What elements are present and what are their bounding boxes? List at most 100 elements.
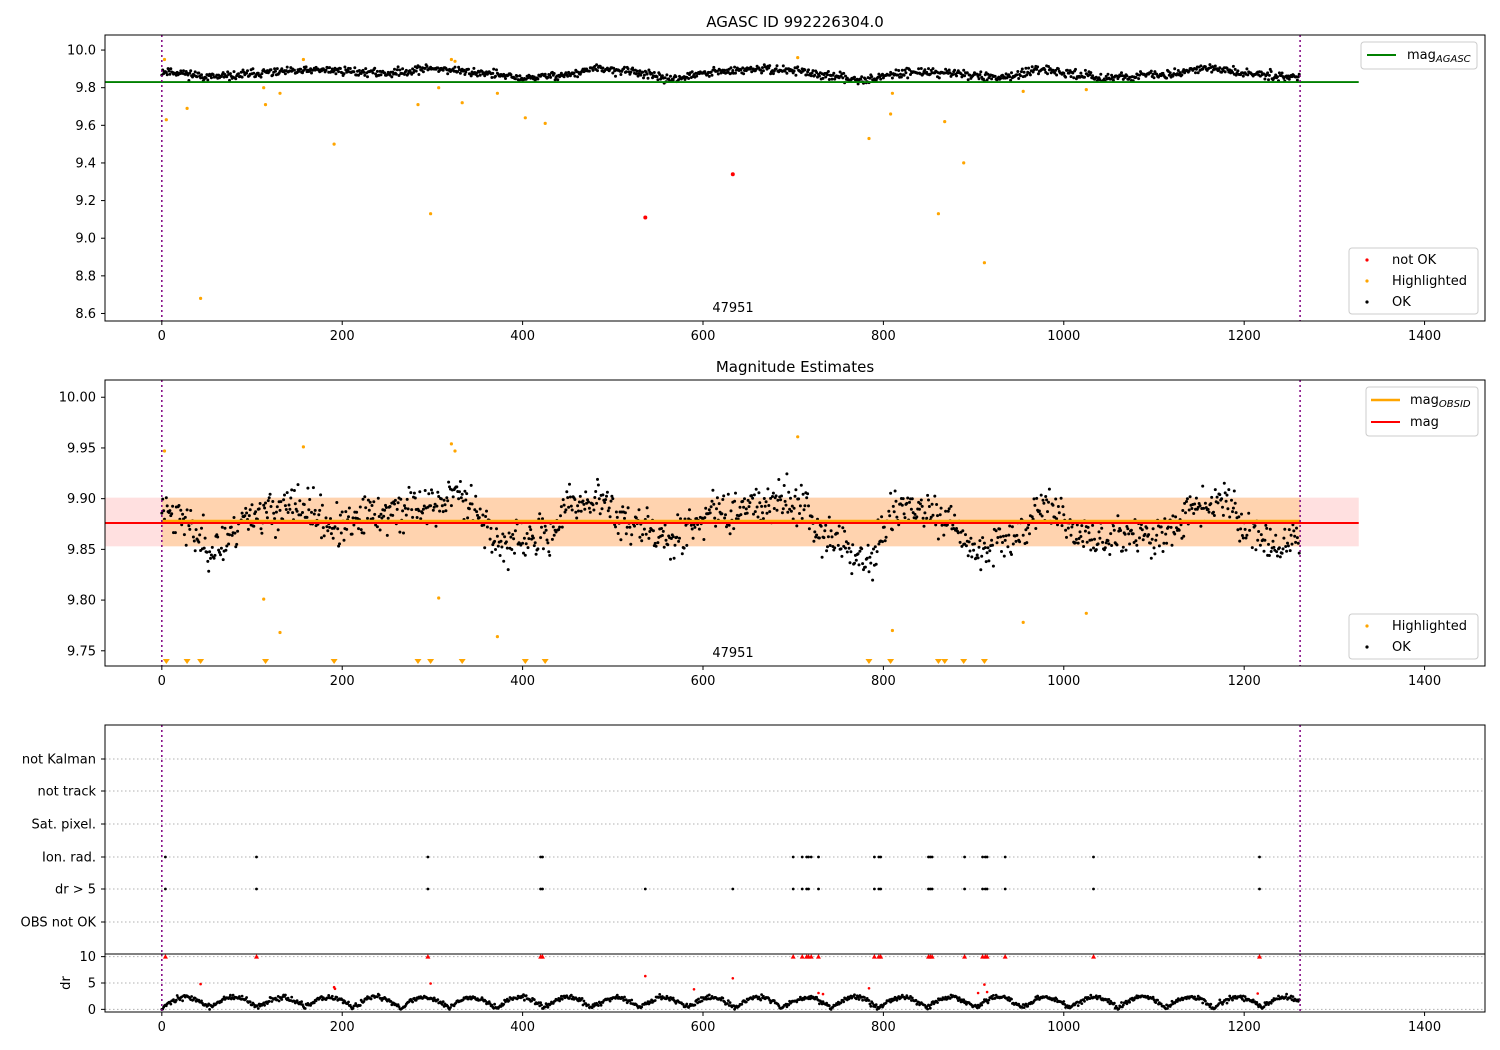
dr-point xyxy=(871,1002,874,1005)
ok-point xyxy=(1025,73,1029,77)
ok-point xyxy=(587,69,591,73)
dr-point xyxy=(1242,999,1246,1003)
ok-point xyxy=(1000,550,1003,553)
dr-point xyxy=(1026,1004,1030,1008)
ok-point xyxy=(371,71,375,75)
ok-point xyxy=(358,505,362,509)
ok-point xyxy=(999,535,1003,539)
ok-point xyxy=(208,550,212,554)
ok-point xyxy=(1062,71,1066,75)
ok-point xyxy=(1121,545,1125,549)
ok-point xyxy=(1173,67,1177,71)
ok-point xyxy=(1293,534,1297,538)
ok-point xyxy=(920,504,924,508)
dr-point xyxy=(1062,1000,1066,1003)
ok-point xyxy=(1128,542,1132,546)
ok-point xyxy=(421,511,424,515)
ok-point xyxy=(904,71,908,75)
ok-point xyxy=(240,75,244,79)
not-ok-point xyxy=(643,215,648,220)
ok-point xyxy=(919,67,923,70)
dr-point xyxy=(414,998,418,1002)
ok-point xyxy=(691,536,695,540)
ok-point xyxy=(1218,66,1222,70)
ok-point xyxy=(372,500,376,504)
ok-point xyxy=(363,73,367,77)
ok-point xyxy=(467,507,471,511)
ok-point xyxy=(697,527,701,531)
ok-point xyxy=(946,509,950,513)
ok-point xyxy=(312,512,316,516)
obsid-label: 47951 xyxy=(712,301,753,316)
ok-point xyxy=(1079,71,1083,75)
dr-point xyxy=(1227,998,1231,1002)
ok-point xyxy=(720,512,724,516)
ok-point xyxy=(1275,550,1279,554)
ok-point xyxy=(1234,73,1238,77)
ok-point xyxy=(870,75,874,79)
ok-point xyxy=(693,525,697,529)
ok-point xyxy=(271,73,275,77)
ok-point xyxy=(591,68,595,72)
x-axis: 0 200 400 600 800 1000 1200 1400 xyxy=(158,666,1441,689)
x-tick-label: 800 xyxy=(871,674,896,689)
ok-point xyxy=(1231,506,1235,510)
dr-point xyxy=(825,1001,828,1005)
ok-point xyxy=(310,510,313,514)
ok-point xyxy=(595,63,599,67)
ok-point xyxy=(777,478,781,481)
ok-point xyxy=(1157,544,1161,548)
ok-point xyxy=(847,546,851,550)
ok-point xyxy=(414,69,418,73)
ok-point xyxy=(395,507,399,511)
ok-point xyxy=(739,513,743,517)
ok-point xyxy=(1038,512,1042,516)
ok-point xyxy=(1274,533,1278,537)
ok-point xyxy=(165,73,169,77)
highlighted-point xyxy=(162,449,167,453)
ok-point xyxy=(972,548,976,552)
ok-point xyxy=(1032,497,1036,501)
ok-point xyxy=(596,483,600,487)
ok-point xyxy=(436,490,440,494)
ok-point xyxy=(810,71,814,75)
ok-point xyxy=(906,496,910,500)
ok-point xyxy=(774,67,778,71)
ok-point xyxy=(167,69,171,73)
ok-point xyxy=(1074,541,1077,545)
dr-clipped-marker xyxy=(539,954,545,959)
dr-point xyxy=(284,993,287,997)
ok-point xyxy=(1087,531,1091,535)
ok-point xyxy=(951,523,955,527)
ok-point xyxy=(422,504,426,508)
ok-point xyxy=(908,500,911,504)
ok-point xyxy=(457,497,461,501)
dr-point xyxy=(493,1002,496,1006)
ok-point xyxy=(282,498,286,502)
ok-point xyxy=(320,536,323,540)
ok-point xyxy=(729,66,733,70)
ok-point xyxy=(824,75,828,79)
ok-point xyxy=(1104,541,1108,545)
ok-point xyxy=(817,74,821,78)
ok-point xyxy=(970,555,974,559)
ok-point xyxy=(1281,547,1285,551)
ok-point xyxy=(224,548,228,552)
ok-point xyxy=(515,74,519,78)
ok-point xyxy=(1164,532,1168,536)
ok-point xyxy=(766,487,770,491)
ok-point xyxy=(1171,514,1175,518)
out-of-range-marker xyxy=(330,659,338,664)
dr-point xyxy=(1112,1001,1116,1005)
ok-point xyxy=(1044,495,1048,498)
ok-point xyxy=(625,525,629,529)
ok-point xyxy=(598,512,602,516)
ok-point xyxy=(352,70,356,74)
ok-point xyxy=(765,511,769,515)
ok-point xyxy=(1151,72,1155,76)
ok-point xyxy=(441,510,445,514)
dr-outlier-point xyxy=(199,982,202,986)
legend-highlighted: Highlighted xyxy=(1392,274,1467,289)
ok-point xyxy=(785,71,789,75)
